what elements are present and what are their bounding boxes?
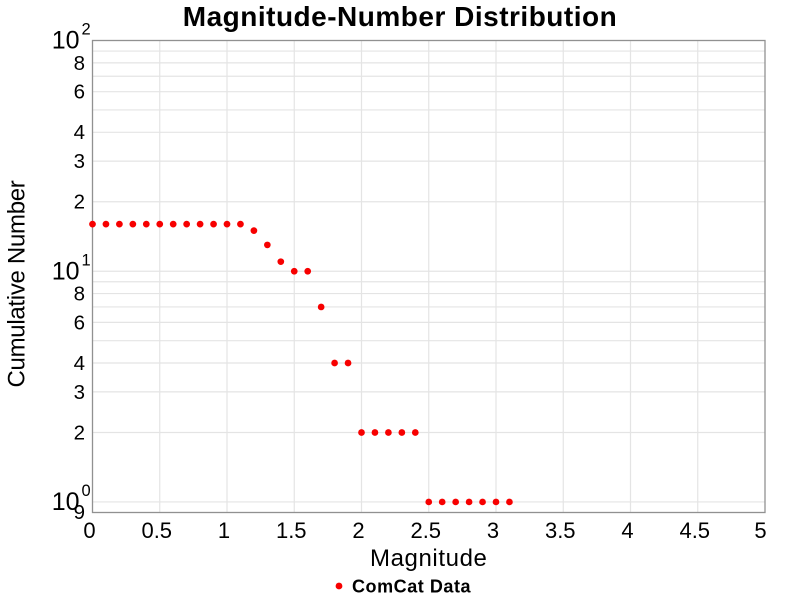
svg-text:10: 10 xyxy=(52,27,80,55)
svg-text:2: 2 xyxy=(74,191,85,214)
svg-text:2: 2 xyxy=(82,21,91,39)
svg-text:Cumulative Number: Cumulative Number xyxy=(4,180,31,387)
svg-text:2: 2 xyxy=(74,421,85,444)
svg-text:8: 8 xyxy=(74,282,85,305)
svg-text:Magnitude: Magnitude xyxy=(370,545,487,572)
svg-text:2.5: 2.5 xyxy=(410,518,441,543)
svg-text:3: 3 xyxy=(74,150,85,173)
svg-text:3.5: 3.5 xyxy=(545,518,576,543)
svg-text:2: 2 xyxy=(352,518,364,543)
svg-text:0: 0 xyxy=(83,518,95,543)
svg-text:3: 3 xyxy=(74,381,85,404)
svg-text:Magnitude-Number Distribution: Magnitude-Number Distribution xyxy=(183,1,617,32)
svg-text:9: 9 xyxy=(74,501,85,524)
svg-text:6: 6 xyxy=(74,311,85,334)
svg-text:5: 5 xyxy=(754,518,766,543)
svg-text:4: 4 xyxy=(74,352,85,375)
svg-text:8: 8 xyxy=(74,52,85,75)
svg-text:ComCat Data: ComCat Data xyxy=(352,576,472,596)
svg-text:1: 1 xyxy=(82,251,91,269)
svg-text:0.5: 0.5 xyxy=(141,518,172,543)
svg-text:4: 4 xyxy=(74,121,85,144)
svg-text:10: 10 xyxy=(52,488,80,516)
svg-text:3: 3 xyxy=(487,518,499,543)
svg-text:1.5: 1.5 xyxy=(276,518,307,543)
svg-text:4.5: 4.5 xyxy=(679,518,710,543)
svg-text:1: 1 xyxy=(218,518,230,543)
svg-text:6: 6 xyxy=(74,81,85,104)
svg-text:4: 4 xyxy=(621,518,633,543)
svg-text:0: 0 xyxy=(82,482,91,500)
svg-text:10: 10 xyxy=(52,257,80,285)
